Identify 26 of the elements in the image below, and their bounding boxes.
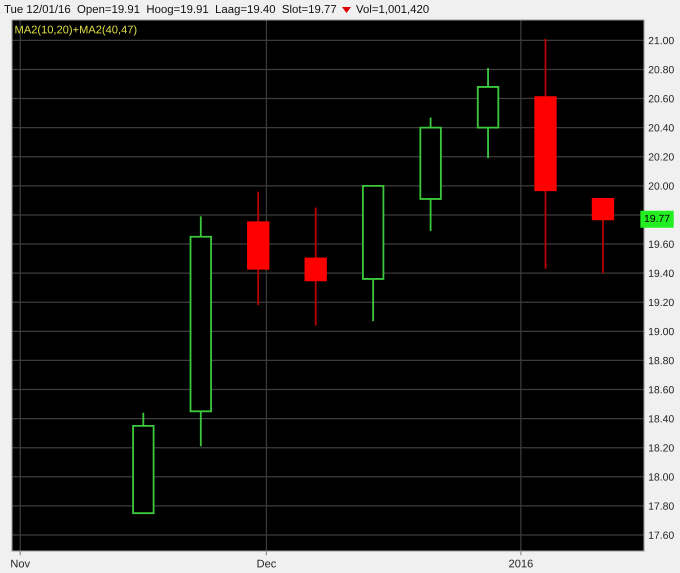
chart-subtitle: Vol=1,001,420 <box>356 4 429 14</box>
annotation: MA2(10,20)+MA2(40,47) <box>15 25 136 36</box>
x-tick-label: 2016 <box>509 560 533 568</box>
y-tick-label: 17.80 <box>648 502 674 510</box>
y-tick-label: 19.00 <box>648 328 674 336</box>
annotation: 19.77 <box>644 214 670 222</box>
y-tick-label: 19.60 <box>648 240 674 248</box>
y-tick-label: 18.00 <box>648 473 674 481</box>
y-tick-label: 21.00 <box>648 36 674 44</box>
y-tick-label: 20.40 <box>648 124 674 132</box>
y-tick-label: 20.60 <box>648 95 674 102</box>
y-tick-label: 19.20 <box>648 298 674 306</box>
y-tick-label: 20.00 <box>648 182 674 190</box>
y-tick-label: 18.60 <box>648 386 674 394</box>
candlestick <box>592 198 614 274</box>
chart-title: Tue 12/01/16 Open=19.91 Hoog=19.91 Laag=19.40 Slot=19.77 <box>4 4 336 16</box>
y-tick-label: 18.80 <box>648 356 674 364</box>
y-tick-label: 20.20 <box>648 153 674 161</box>
x-tick-label: Dec <box>257 560 276 568</box>
y-tick-label: 18.20 <box>648 444 674 452</box>
y-tick-label: 19.40 <box>648 270 674 278</box>
y-tick-label: 18.40 <box>648 415 674 422</box>
candlestick <box>304 206 327 326</box>
x-tick-label: Nov <box>11 560 30 568</box>
y-tick-label: 17.60 <box>648 532 674 539</box>
y-tick-label: 20.80 <box>648 66 674 74</box>
